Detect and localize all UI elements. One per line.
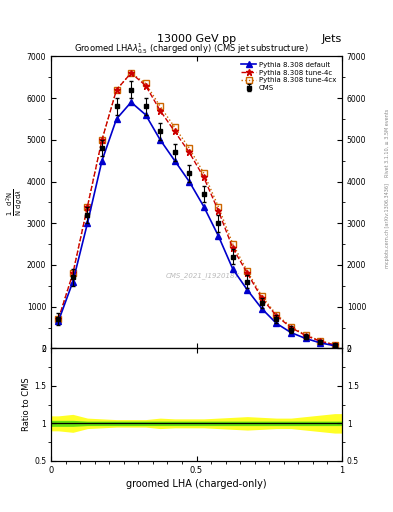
Pythia 8.308 tune-4c bbox=[100, 137, 105, 143]
Pythia 8.308 tune-4c bbox=[114, 87, 119, 93]
Pythia 8.308 default bbox=[143, 112, 148, 118]
Pythia 8.308 default bbox=[332, 343, 337, 349]
Y-axis label: $\frac{1}{\mathrm{N}}\,\frac{\mathrm{d}^2\mathrm{N}}{\mathrm{d}g_{\,}\mathrm{d}\: $\frac{1}{\mathrm{N}}\,\frac{\mathrm{d}^… bbox=[5, 188, 25, 217]
Pythia 8.308 tune-4c bbox=[332, 342, 337, 348]
Pythia 8.308 tune-4c bbox=[129, 70, 134, 76]
Pythia 8.308 tune-4cx bbox=[274, 312, 279, 318]
Pythia 8.308 default bbox=[245, 287, 250, 293]
Pythia 8.308 default bbox=[71, 279, 75, 285]
Text: 13000 GeV pp: 13000 GeV pp bbox=[157, 33, 236, 44]
Text: Groomed LHA$\lambda^1_{0.5}$ (charged only) (CMS jet substructure): Groomed LHA$\lambda^1_{0.5}$ (charged on… bbox=[74, 41, 309, 56]
Pythia 8.308 tune-4cx bbox=[114, 87, 119, 93]
Pythia 8.308 default bbox=[303, 335, 308, 342]
Pythia 8.308 default bbox=[158, 137, 163, 143]
Pythia 8.308 tune-4cx bbox=[187, 145, 192, 151]
Pythia 8.308 tune-4cx bbox=[56, 316, 61, 323]
Pythia 8.308 tune-4cx bbox=[173, 124, 177, 131]
Pythia 8.308 tune-4cx bbox=[318, 337, 323, 344]
Pythia 8.308 tune-4cx bbox=[202, 170, 206, 176]
Line: Pythia 8.308 tune-4c: Pythia 8.308 tune-4c bbox=[55, 70, 338, 348]
Pythia 8.308 default bbox=[56, 318, 61, 325]
Pythia 8.308 tune-4c bbox=[71, 270, 75, 276]
Pythia 8.308 tune-4c bbox=[289, 325, 294, 331]
Pythia 8.308 tune-4cx bbox=[332, 342, 337, 348]
Pythia 8.308 tune-4c bbox=[56, 316, 61, 323]
Pythia 8.308 tune-4cx bbox=[100, 137, 105, 143]
Pythia 8.308 tune-4c bbox=[85, 203, 90, 209]
Pythia 8.308 tune-4c bbox=[303, 332, 308, 338]
Pythia 8.308 tune-4cx bbox=[289, 324, 294, 330]
Pythia 8.308 default bbox=[114, 116, 119, 122]
Pythia 8.308 default bbox=[274, 321, 279, 327]
Pythia 8.308 tune-4cx bbox=[231, 241, 235, 247]
Pythia 8.308 tune-4cx bbox=[245, 268, 250, 274]
Pythia 8.308 default bbox=[216, 232, 221, 239]
Pythia 8.308 tune-4cx bbox=[143, 80, 148, 87]
Line: Pythia 8.308 tune-4cx: Pythia 8.308 tune-4cx bbox=[55, 70, 338, 348]
Pythia 8.308 tune-4c bbox=[274, 313, 279, 319]
Pythia 8.308 default bbox=[289, 330, 294, 336]
Pythia 8.308 tune-4c bbox=[187, 149, 192, 155]
Text: CMS_2021_I1920187: CMS_2021_I1920187 bbox=[165, 272, 239, 279]
Pythia 8.308 default bbox=[187, 179, 192, 185]
Legend: Pythia 8.308 default, Pythia 8.308 tune-4c, Pythia 8.308 tune-4cx, CMS: Pythia 8.308 default, Pythia 8.308 tune-… bbox=[239, 60, 338, 93]
Pythia 8.308 tune-4c bbox=[143, 82, 148, 89]
Y-axis label: Ratio to CMS: Ratio to CMS bbox=[22, 378, 31, 432]
Line: Pythia 8.308 default: Pythia 8.308 default bbox=[55, 99, 338, 349]
Pythia 8.308 tune-4cx bbox=[71, 270, 75, 276]
Pythia 8.308 tune-4cx bbox=[129, 70, 134, 76]
Pythia 8.308 default bbox=[260, 306, 264, 312]
Pythia 8.308 default bbox=[173, 158, 177, 164]
Pythia 8.308 default bbox=[85, 220, 90, 226]
Pythia 8.308 tune-4c bbox=[231, 245, 235, 251]
Pythia 8.308 tune-4c bbox=[216, 208, 221, 214]
Text: mcplots.cern.ch [arXiv:1306.3436]: mcplots.cern.ch [arXiv:1306.3436] bbox=[385, 183, 390, 268]
Pythia 8.308 tune-4cx bbox=[303, 332, 308, 338]
Pythia 8.308 tune-4c bbox=[202, 174, 206, 180]
Pythia 8.308 default bbox=[318, 340, 323, 346]
Pythia 8.308 default bbox=[231, 266, 235, 272]
Text: Jets: Jets bbox=[321, 33, 342, 44]
Pythia 8.308 tune-4cx bbox=[216, 203, 221, 209]
X-axis label: groomed LHA (charged-only): groomed LHA (charged-only) bbox=[126, 479, 267, 489]
Pythia 8.308 tune-4cx bbox=[85, 203, 90, 209]
Pythia 8.308 default bbox=[202, 203, 206, 209]
Pythia 8.308 tune-4c bbox=[158, 108, 163, 114]
Pythia 8.308 tune-4cx bbox=[158, 103, 163, 110]
Pythia 8.308 default bbox=[129, 99, 134, 105]
Pythia 8.308 tune-4c bbox=[245, 270, 250, 276]
Pythia 8.308 tune-4cx bbox=[260, 293, 264, 300]
Pythia 8.308 tune-4c bbox=[260, 295, 264, 302]
Pythia 8.308 default bbox=[100, 158, 105, 164]
Pythia 8.308 tune-4c bbox=[318, 338, 323, 344]
Text: Rivet 3.1.10, ≥ 3.5M events: Rivet 3.1.10, ≥ 3.5M events bbox=[385, 109, 390, 178]
Pythia 8.308 tune-4c bbox=[173, 129, 177, 135]
